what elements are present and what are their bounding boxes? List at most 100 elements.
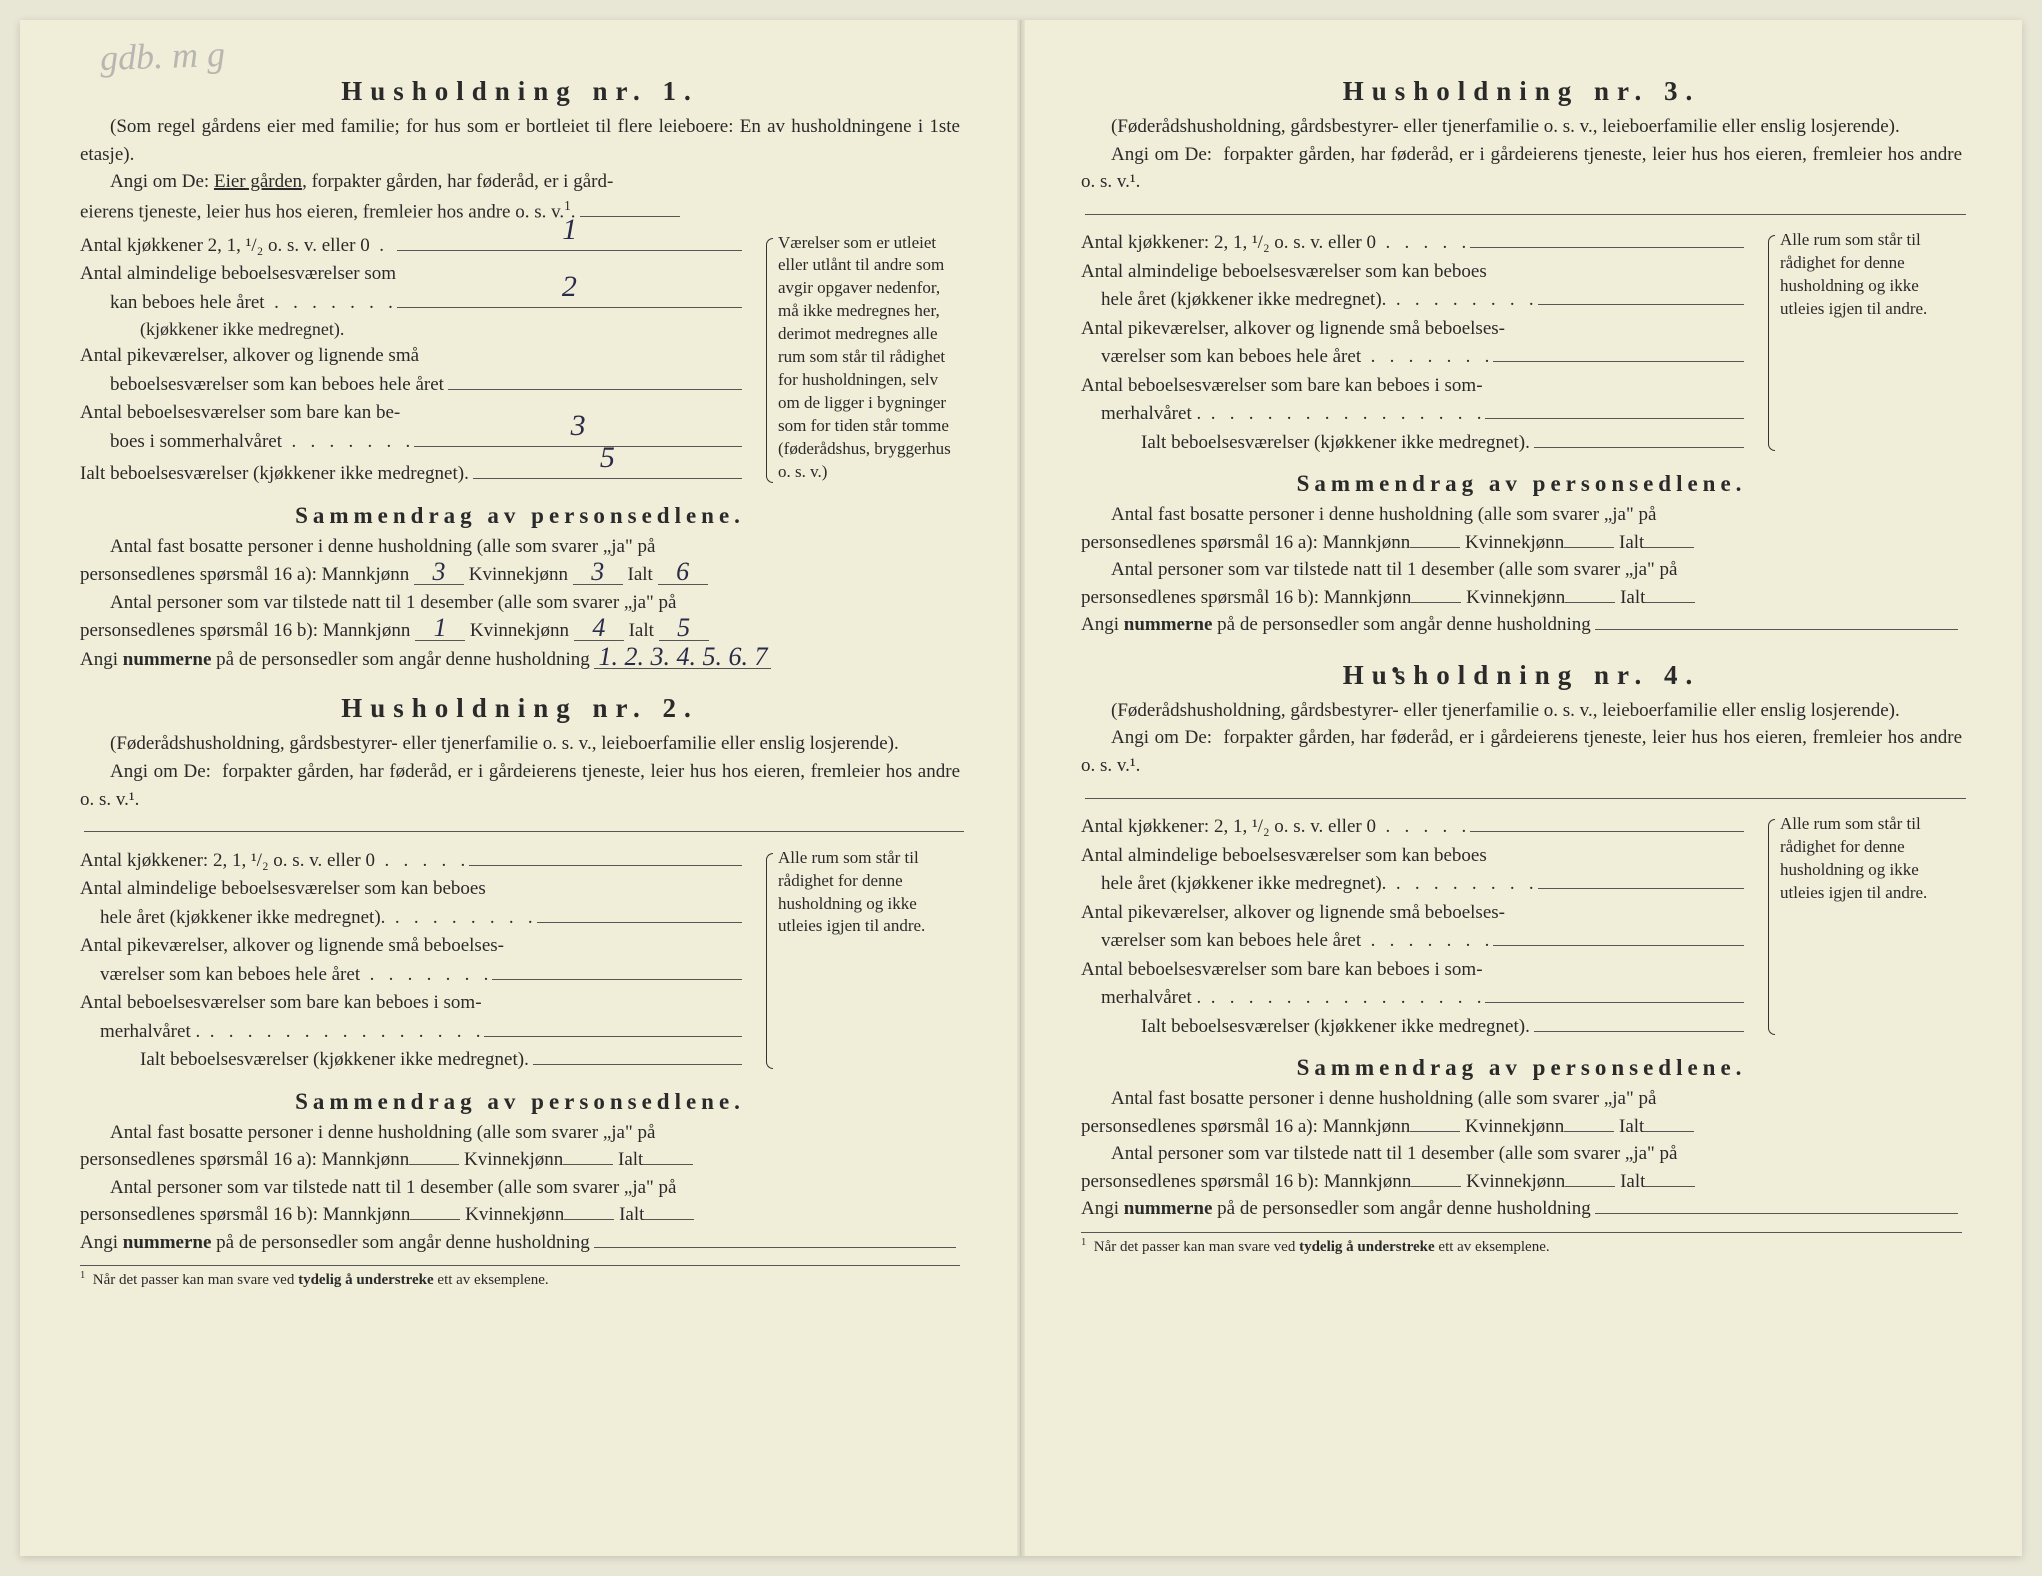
h4-angi-tail [1081, 780, 1962, 808]
h4-intro: (Føderådshusholdning, gårdsbestyrer- ell… [1081, 697, 1962, 725]
h1-pike2: beboelsesværelser som kan beboes hele år… [80, 371, 444, 400]
h3-16b-k[interactable] [1565, 602, 1615, 603]
h3-16a-m[interactable] [1410, 547, 1460, 548]
h1-alm-field[interactable]: 2 [397, 307, 742, 308]
brace-icon [1762, 229, 1776, 457]
h2-alm2: hele året (kjøkkener ikke medregnet). [80, 904, 385, 933]
h1-som-field[interactable]: 3 [414, 446, 742, 447]
divider [1081, 1232, 1962, 1233]
h2-som-field[interactable] [484, 1036, 742, 1037]
h2-kjok-field[interactable] [469, 865, 742, 866]
h2-rooms-block: Antal kjøkkener: 2, 1, ¹/₂ o. s. v. elle… [80, 847, 960, 1075]
h2-som2: merhalvåret . [80, 1018, 200, 1047]
h2-16a-k[interactable] [563, 1164, 613, 1165]
h1-16b-i[interactable]: 5 [659, 616, 709, 640]
h4-16a-i[interactable] [1644, 1131, 1694, 1132]
h3-samm-16b: personsedlenes spørsmål 16 b): Mannkjønn… [1081, 584, 1962, 612]
h4-16a-k[interactable] [1564, 1131, 1614, 1132]
h2-samm-16a: personsedlenes spørsmål 16 a): Mannkjønn… [80, 1146, 960, 1174]
h4-nums: Angi nummerne på de personsedler som ang… [1081, 1195, 1962, 1224]
h1-samm-l3: Antal personer som var tilstede natt til… [80, 589, 960, 617]
h2-16a-m[interactable] [409, 1164, 459, 1165]
h3-side-note: Alle rum som står til rådighet for denne… [1762, 229, 1962, 457]
h4-nums-field[interactable] [1595, 1213, 1958, 1214]
h1-angi-pre: Angi om De: [110, 171, 209, 192]
h2-alm-field[interactable] [537, 922, 742, 923]
h4-kjok-field[interactable] [1470, 831, 1744, 832]
h2-ialt: Ialt beboelsesværelser (kjøkkener ikke m… [140, 1046, 529, 1075]
h3-16b-m[interactable] [1411, 602, 1461, 603]
h2-nums: Angi nummerne på de personsedler som ang… [80, 1229, 960, 1258]
h3-alm1: Antal almindelige beboelsesværelser som … [1081, 258, 1487, 287]
h1-samm-title: Sammendrag av personsedlene. [80, 503, 960, 529]
h3-nums-field[interactable] [1595, 629, 1958, 630]
h4-pike-field[interactable] [1493, 945, 1744, 946]
h1-ialt-field[interactable]: 5 [473, 478, 742, 479]
right-page: Husholdning nr. 3. (Føderådshusholdning,… [1021, 20, 2022, 1556]
h1-kjok-label: Antal kjøkkener 2, 1, ¹/₂ o. s. v. eller… [80, 232, 370, 261]
h1-nums-field[interactable]: 1. 2. 3. 4. 5. 6. 7 [594, 645, 771, 669]
h1-alm-note: (kjøkkener ikke medregnet). [80, 317, 746, 342]
h1-kjok-field[interactable]: 1 [397, 250, 742, 251]
h4-ialt-field[interactable] [1534, 1031, 1744, 1032]
h3-pike-field[interactable] [1493, 361, 1744, 362]
h4-kjok: Antal kjøkkener: 2, 1, ¹/₂ o. s. v. elle… [1081, 813, 1376, 842]
h3-16a-i[interactable] [1644, 547, 1694, 548]
h4-16b-i[interactable] [1645, 1186, 1695, 1187]
h3-16b-i[interactable] [1645, 602, 1695, 603]
h1-16a-i[interactable]: 6 [658, 560, 708, 584]
h1-16a-m[interactable]: 3 [414, 560, 464, 584]
census-form-document: gdb. m g Husholdning nr. 1. (Som regel g… [20, 20, 2022, 1556]
h3-samm-16a: personsedlenes spørsmål 16 a): Mannkjønn… [1081, 529, 1962, 557]
h3-kjok-field[interactable] [1470, 247, 1744, 248]
h4-som2: merhalvåret . [1081, 984, 1201, 1013]
h3-samm-title: Sammendrag av personsedlene. [1081, 471, 1962, 497]
h4-angi: Angi om De: forpakter gården, har føderå… [1081, 724, 1962, 779]
h2-16a-i[interactable] [643, 1164, 693, 1165]
h1-16a-k[interactable]: 3 [573, 560, 623, 584]
h1-side-note: Værelser som er utleiet eller utlånt til… [760, 232, 960, 489]
h4-som-field[interactable] [1485, 1002, 1744, 1003]
h3-samm-l3: Antal personer som var tilstede natt til… [1081, 556, 1962, 584]
h2-16b-k[interactable] [564, 1219, 614, 1220]
h1-som1: Antal beboelsesværelser som bare kan be- [80, 399, 400, 428]
h1-pike-field[interactable] [448, 389, 742, 390]
section-4-title: Husholdning nr. 4. [1081, 660, 1962, 691]
h3-angi-tail [1081, 196, 1962, 224]
h1-ialt-value: 5 [600, 435, 615, 480]
h2-16b-i[interactable] [644, 1219, 694, 1220]
h3-16a-k[interactable] [1564, 547, 1614, 548]
h3-som-field[interactable] [1485, 418, 1744, 419]
h2-16b-m[interactable] [410, 1219, 460, 1220]
h4-16a-m[interactable] [1410, 1131, 1460, 1132]
h3-ialt: Ialt beboelsesværelser (kjøkkener ikke m… [1141, 429, 1530, 458]
h2-nums-field[interactable] [594, 1247, 956, 1248]
h2-footnote: 1 Når det passer kan man svare ved tydel… [80, 1270, 960, 1289]
h3-ialt-field[interactable] [1534, 447, 1744, 448]
h4-alm1: Antal almindelige beboelsesværelser som … [1081, 842, 1487, 871]
h2-som1: Antal beboelsesværelser som bare kan beb… [80, 989, 482, 1018]
h2-ialt-field[interactable] [533, 1064, 742, 1065]
h3-rooms-block: Antal kjøkkener: 2, 1, ¹/₂ o. s. v. elle… [1081, 229, 1962, 457]
h4-16b-m[interactable] [1411, 1186, 1461, 1187]
h2-intro: (Føderådshusholdning, gårdsbestyrer- ell… [80, 730, 960, 758]
h1-16b-m[interactable]: 1 [415, 616, 465, 640]
h3-som2: merhalvåret . [1081, 400, 1201, 429]
h4-alm-field[interactable] [1538, 888, 1744, 889]
h3-pike1: Antal pikeværelser, alkover og lignende … [1081, 315, 1505, 344]
h2-alm1: Antal almindelige beboelsesværelser som … [80, 875, 486, 904]
stray-mark-icon: • [1391, 658, 1399, 685]
h4-16b-k[interactable] [1565, 1186, 1615, 1187]
section-3-title: Husholdning nr. 3. [1081, 76, 1962, 107]
h1-16b-k[interactable]: 4 [574, 616, 624, 640]
h2-pike-field[interactable] [492, 979, 742, 980]
h3-nums: Angi nummerne på de personsedler som ang… [1081, 611, 1962, 640]
h1-angi: Angi om De: Eier gården, forpakter gårde… [80, 168, 960, 196]
section-1-title: Husholdning nr. 1. [80, 76, 960, 107]
h1-intro: (Som regel gårdens eier med familie; for… [80, 113, 960, 168]
h4-samm-16a: personsedlenes spørsmål 16 a): Mannkjønn… [1081, 1113, 1962, 1141]
h1-angi-rest: , forpakter gården, har føderåd, er i gå… [302, 171, 613, 192]
h4-samm-l1: Antal fast bosatte personer i denne hush… [1081, 1085, 1962, 1113]
h3-alm-field[interactable] [1538, 304, 1744, 305]
h1-alm-value: 2 [562, 264, 577, 309]
